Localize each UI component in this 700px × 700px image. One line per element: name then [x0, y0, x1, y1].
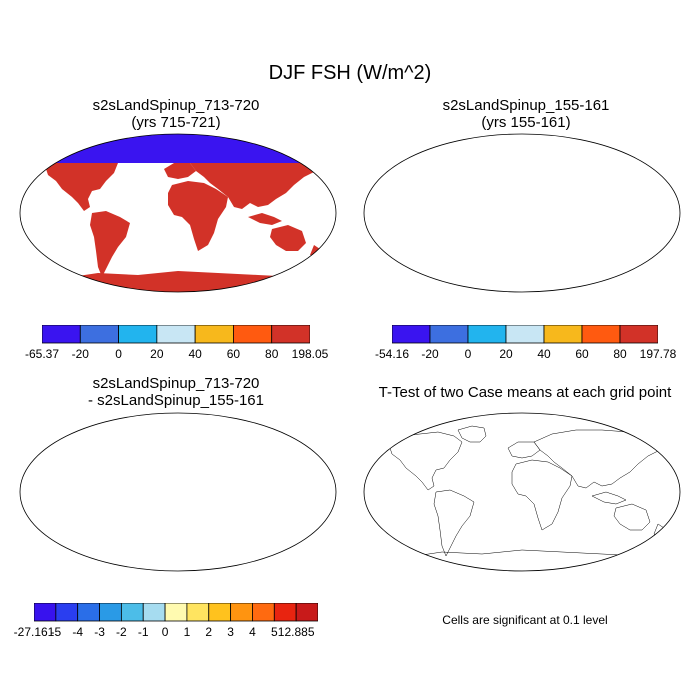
colorbar-diff-swatch [273, 603, 297, 622]
colorbar-case2-labels: -54.16 -20 0 20 40 60 80 197.78 [375, 347, 676, 363]
colorbar-diff-tick-label: -2 [116, 625, 127, 639]
colorbar-diff-swatch [77, 603, 100, 622]
colorbar-case1-swatch [156, 325, 196, 344]
colorbar-diff-tick-label: 1 [183, 625, 191, 639]
colorbar-diff-tick-label: 0 [161, 625, 169, 639]
colorbar-diff [34, 603, 318, 622]
colorbar-case2-tick-label: 40 [537, 347, 551, 361]
panel-title-case2-line1: s2sLandSpinup_155-161 [442, 97, 610, 114]
colorbar-diff-labels: -27.161 -5 -4 -3 -2 -1 0 1 2 3 4 5 12.885 [14, 625, 318, 641]
colorbar-diff-tick-label: -4 [72, 625, 84, 639]
colorbar-case2 [392, 325, 658, 344]
colorbar-case1-tick-label: -65.37 [24, 347, 60, 361]
colorbar-case1-swatch [194, 325, 234, 344]
colorbar-diff-tick-label: -3 [94, 625, 105, 639]
map-case2 [363, 133, 681, 293]
colorbar-diff-swatch [120, 603, 144, 622]
colorbar-case2-tick-label: 60 [575, 347, 589, 361]
panel-title-ttest: T-Test of two Case means at each grid po… [350, 384, 700, 401]
colorbar-case1 [42, 325, 310, 344]
colorbar-case1-labels: -65.37 -20 0 20 40 60 80 198.05 [25, 347, 328, 363]
colorbar-diff-tick-label: 4 [249, 625, 256, 639]
colorbar-case1-swatch [233, 325, 273, 344]
colorbar-case2-swatch [505, 325, 545, 344]
colorbar-case2-tick-label: 197.78 [639, 347, 677, 361]
colorbar-diff-tick-label: 3 [227, 625, 234, 639]
panel-title-diff: s2sLandSpinup_713-720 - s2sLandSpinup_15… [26, 375, 326, 409]
colorbar-case2-tick-label: -54.16 [374, 347, 410, 361]
colorbar-case1-swatch [79, 325, 119, 344]
colorbar-case2-tick-label: 80 [613, 347, 627, 361]
map-diff [19, 412, 337, 572]
colorbar-diff-swatch [186, 603, 210, 622]
colorbar-diff-tick-label: 12.885 [277, 625, 315, 639]
panel-title-case1-line1: s2sLandSpinup_713-720 [92, 97, 260, 114]
colorbar-diff-tick-label: 5 [270, 625, 278, 639]
significance-note: Cells are significant at 0.1 level [442, 613, 608, 627]
colorbar-case2-swatch [392, 325, 431, 344]
panel-title-case1: s2sLandSpinup_713-720 (yrs 715-721) [26, 97, 326, 131]
colorbar-case2-tick-label: -20 [421, 347, 439, 361]
colorbar-diff-swatch [230, 603, 253, 622]
colorbar-case2-tick-label: 20 [499, 347, 513, 361]
colorbar-diff-swatch [295, 603, 318, 622]
panel-title-case1-line2: (yrs 715-721) [131, 114, 221, 131]
colorbar-case2-swatch [543, 325, 583, 344]
colorbar-case1-tick-label: 198.05 [291, 347, 329, 361]
colorbar-diff-swatch [164, 603, 188, 622]
colorbar-case2-swatch [619, 325, 658, 344]
panel-title-diff-line1: s2sLandSpinup_713-720 [92, 375, 260, 392]
colorbar-case1-tick-label: 80 [265, 347, 279, 361]
colorbar-diff-swatch [252, 603, 275, 622]
colorbar-diff-tick-label: -27.161 [13, 625, 55, 639]
colorbar-diff-swatch [99, 603, 122, 622]
panel-title-case2: s2sLandSpinup_155-161 (yrs 155-161) [376, 97, 676, 131]
colorbar-diff-tick-label: 2 [205, 625, 213, 639]
colorbar-case1-tick-label: 60 [226, 347, 241, 361]
colorbar-diff-swatch [142, 603, 166, 622]
colorbar-diff-swatch [55, 603, 79, 622]
colorbar-case2-swatch [581, 325, 621, 344]
colorbar-case1-tick-label: 0 [115, 347, 122, 361]
colorbar-case1-tick-label: 20 [150, 347, 164, 361]
colorbar-case2-swatch [429, 325, 469, 344]
colorbar-case1-swatch [42, 325, 81, 344]
colorbar-case1-swatch [271, 325, 310, 344]
panel-title-ttest-line1: T-Test of two Case means at each grid po… [378, 384, 672, 401]
panel-title-diff-line2: - s2sLandSpinup_155-161 [88, 392, 264, 409]
colorbar-case2-tick-label: 0 [464, 347, 472, 361]
colorbar-case1-tick-label: 40 [188, 347, 202, 361]
colorbar-case1-tick-label: -20 [71, 347, 89, 361]
colorbar-diff-tick-label: -5 [50, 625, 62, 639]
colorbar-diff-tick-label: -1 [137, 625, 149, 639]
map-case1 [19, 133, 337, 293]
colorbar-case2-swatch [467, 325, 507, 344]
map-ttest [363, 412, 681, 572]
colorbar-case1-swatch [118, 325, 158, 344]
colorbar-diff-swatch [34, 603, 57, 622]
colorbar-diff-swatch [208, 603, 232, 622]
main-title: DJF FSH (W/m^2) [268, 62, 432, 84]
panel-title-case2-line2: (yrs 155-161) [481, 114, 571, 131]
